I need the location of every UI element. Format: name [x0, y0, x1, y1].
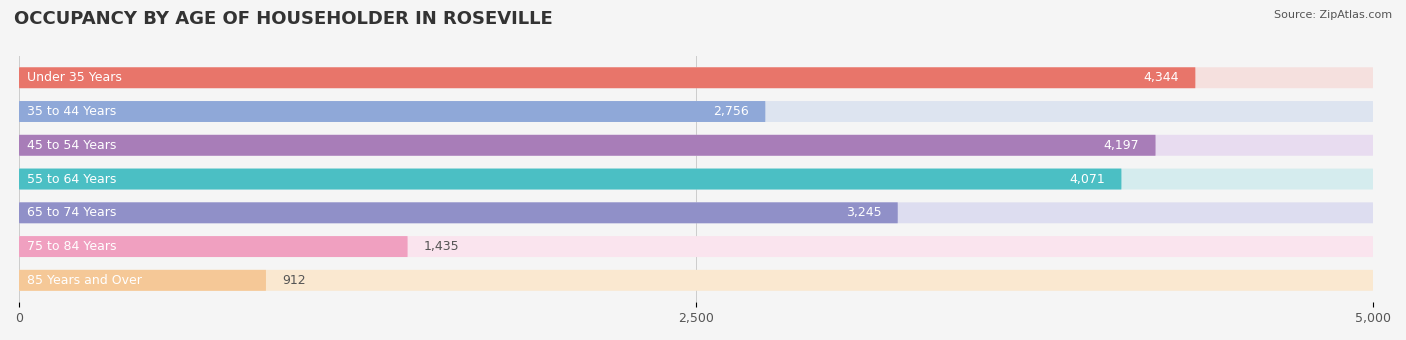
Text: OCCUPANCY BY AGE OF HOUSEHOLDER IN ROSEVILLE: OCCUPANCY BY AGE OF HOUSEHOLDER IN ROSEV… [14, 10, 553, 28]
Text: 4,071: 4,071 [1070, 172, 1105, 186]
FancyBboxPatch shape [20, 270, 266, 291]
Text: Under 35 Years: Under 35 Years [27, 71, 122, 84]
FancyBboxPatch shape [20, 236, 1374, 257]
Text: 1,435: 1,435 [423, 240, 460, 253]
FancyBboxPatch shape [20, 236, 408, 257]
Text: 2,756: 2,756 [713, 105, 749, 118]
FancyBboxPatch shape [20, 169, 1122, 189]
FancyBboxPatch shape [20, 101, 1374, 122]
FancyBboxPatch shape [20, 67, 1374, 88]
Text: 55 to 64 Years: 55 to 64 Years [27, 172, 117, 186]
Text: 4,344: 4,344 [1143, 71, 1180, 84]
Text: 65 to 74 Years: 65 to 74 Years [27, 206, 117, 219]
Text: 75 to 84 Years: 75 to 84 Years [27, 240, 117, 253]
FancyBboxPatch shape [20, 67, 1195, 88]
FancyBboxPatch shape [20, 169, 1374, 189]
FancyBboxPatch shape [20, 202, 1374, 223]
Text: 45 to 54 Years: 45 to 54 Years [27, 139, 117, 152]
Text: 4,197: 4,197 [1104, 139, 1139, 152]
FancyBboxPatch shape [20, 135, 1156, 156]
FancyBboxPatch shape [20, 101, 765, 122]
FancyBboxPatch shape [20, 135, 1374, 156]
Text: 85 Years and Over: 85 Years and Over [27, 274, 142, 287]
FancyBboxPatch shape [20, 202, 898, 223]
FancyBboxPatch shape [20, 270, 1374, 291]
Text: 35 to 44 Years: 35 to 44 Years [27, 105, 117, 118]
Text: 912: 912 [283, 274, 307, 287]
Text: Source: ZipAtlas.com: Source: ZipAtlas.com [1274, 10, 1392, 20]
Text: 3,245: 3,245 [846, 206, 882, 219]
